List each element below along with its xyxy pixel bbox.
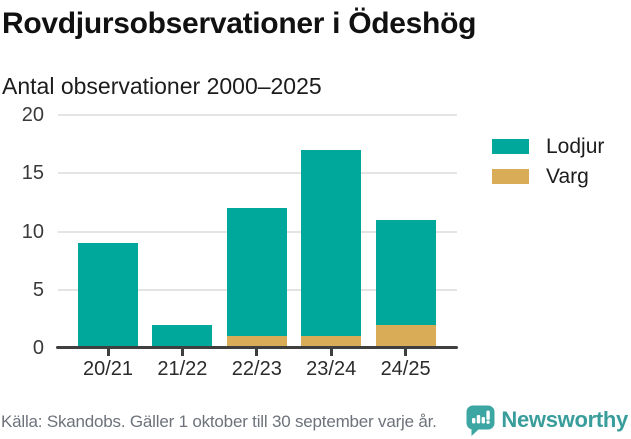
x-axis-line	[56, 346, 458, 349]
legend-label-lodjur: Lodjur	[546, 135, 605, 158]
legend-item-lodjur: Lodjur	[492, 135, 605, 158]
chart-subtitle: Antal observationer 2000–2025	[2, 73, 322, 99]
x-tick-21/22	[180, 349, 184, 356]
x-tick-label-23/24: 23/24	[306, 358, 357, 380]
x-tick-24/25	[404, 349, 408, 356]
legend: Lodjur Varg	[492, 135, 605, 197]
y-tick-label-10: 10	[21, 220, 44, 243]
newsworthy-brand: Newsworthy	[466, 405, 628, 436]
bar-segment-varg-22/23	[226, 336, 287, 348]
bar-segment-lodjur-21/22	[152, 324, 213, 348]
newsworthy-wordmark: Newsworthy	[501, 407, 628, 432]
y-tick-label-20: 20	[21, 104, 44, 126]
bar-segment-lodjur-22/23	[226, 208, 287, 337]
x-tick-20/21	[106, 349, 110, 356]
y-tick-label-0: 0	[32, 337, 44, 359]
legend-item-varg: Varg	[492, 165, 604, 188]
source-note: Källa: Skandobs. Gäller 1 oktober till 3…	[1, 412, 437, 431]
x-tick-23/24	[329, 349, 333, 356]
x-tick-22/23	[255, 349, 259, 356]
x-tick-label-22/23: 22/23	[231, 358, 282, 380]
bar-segment-lodjur-23/24	[301, 149, 362, 337]
y-tick-label-5: 5	[32, 278, 44, 301]
newsworthy-logo-icon	[466, 405, 495, 436]
gridline-20	[58, 114, 457, 116]
plot-area	[58, 114, 457, 348]
gridline-15	[58, 172, 457, 175]
x-tick-label-21/22: 21/22	[157, 358, 208, 380]
x-tick-label-20/21: 20/21	[82, 358, 134, 380]
bar-segment-varg-23/24	[301, 336, 362, 348]
page-title: Rovdjursobservationer i Ödeshög	[2, 7, 477, 40]
x-tick-label-24/25: 24/25	[380, 358, 431, 380]
legend-label-varg: Varg	[546, 165, 589, 188]
y-tick-label-15: 15	[21, 162, 44, 185]
legend-swatch-lodjur	[492, 139, 529, 154]
legend-swatch-varg	[492, 169, 529, 184]
bar-segment-varg-24/25	[375, 324, 436, 348]
bar-segment-lodjur-20/21	[78, 243, 138, 348]
bar-segment-lodjur-24/25	[375, 219, 436, 325]
